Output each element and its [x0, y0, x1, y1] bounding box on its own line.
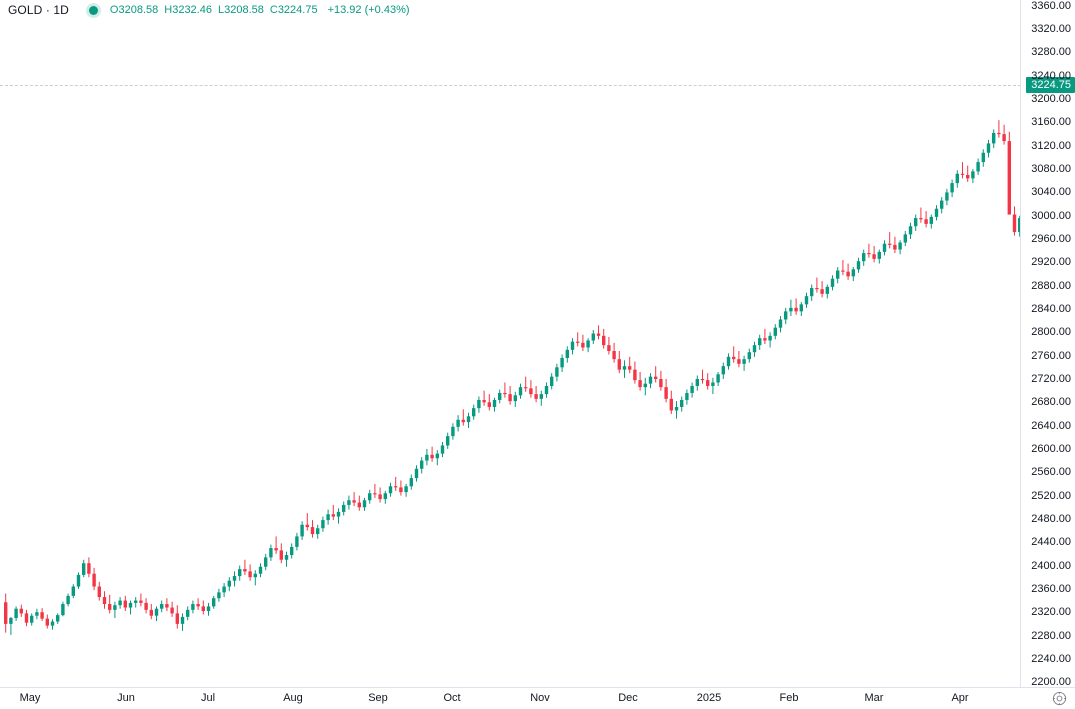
price-tick: 3240.00	[1031, 69, 1071, 82]
price-tick: 3280.00	[1031, 46, 1071, 59]
price-tick: 3200.00	[1031, 93, 1071, 106]
price-tick: 3360.00	[1031, 0, 1071, 12]
ohlc-values: O3208.58 H3232.46 L3208.58 C3224.75 +13.…	[110, 4, 410, 16]
chart-plot-area[interactable]	[0, 0, 1021, 688]
price-tick: 2680.00	[1031, 396, 1071, 409]
ohlc-open: O3208.58	[110, 4, 158, 16]
time-tick: Dec	[618, 692, 638, 704]
price-tick: 3080.00	[1031, 163, 1071, 176]
price-tick: 3120.00	[1031, 139, 1071, 152]
price-tick: 3160.00	[1031, 116, 1071, 129]
ohlc-high: H3232.46	[164, 4, 212, 16]
time-tick: Mar	[864, 692, 884, 704]
price-tick: 2600.00	[1031, 442, 1071, 455]
time-tick: Jun	[117, 692, 135, 704]
price-tick: 2480.00	[1031, 512, 1071, 525]
ohlc-open-label: O	[109, 4, 119, 16]
price-tick: 2960.00	[1031, 233, 1071, 246]
live-dot-icon	[88, 5, 98, 15]
time-tick: 2025	[696, 692, 722, 704]
time-tick: Nov	[530, 692, 550, 704]
ohlc-close: C3224.75	[270, 4, 318, 16]
price-tick: 2840.00	[1031, 303, 1071, 316]
price-tick: 2560.00	[1031, 466, 1071, 479]
price-tick: 2920.00	[1031, 256, 1071, 269]
price-tick: 2200.00	[1031, 676, 1071, 688]
time-tick: Jul	[200, 692, 216, 704]
price-tick: 2640.00	[1031, 419, 1071, 432]
ohlc-low: L3208.58	[218, 4, 264, 16]
ohlc-change: +13.92 (+0.43%)	[327, 4, 410, 16]
ohlc-close-value: 3224.75	[277, 4, 318, 16]
time-tick: May	[19, 692, 41, 704]
ohlc-close-label: C	[269, 4, 278, 16]
chart-legend[interactable]: GOLD · 1D O3208.58 H3232.46 L3208.58 C32…	[8, 2, 410, 18]
price-tick: 2360.00	[1031, 582, 1071, 595]
price-tick: 2400.00	[1031, 559, 1071, 572]
candlestick-series	[4, 120, 1021, 635]
price-axis[interactable]: 3224.75 3360.00 3320.00 3280.00 3240.00 3200…	[1020, 0, 1075, 688]
ohlc-low-label: L	[217, 4, 225, 16]
time-tick: Sep	[368, 692, 388, 704]
time-tick: Apr	[951, 692, 969, 704]
time-tick: Aug	[283, 692, 303, 704]
current-price-badge: 3224.75	[1026, 76, 1075, 93]
price-tick: 2800.00	[1031, 326, 1071, 339]
ohlc-low-value: 3208.58	[224, 4, 264, 16]
ohlc-open-value: 3208.58	[118, 4, 159, 16]
price-tick: 2760.00	[1031, 349, 1071, 362]
ohlc-high-label: H	[164, 4, 173, 16]
price-tick: 2240.00	[1031, 652, 1071, 665]
price-tick: 3000.00	[1031, 209, 1071, 222]
price-tick: 2720.00	[1031, 372, 1071, 385]
price-tick: 2280.00	[1031, 629, 1071, 642]
price-tick: 2520.00	[1031, 489, 1071, 502]
ohlc-high-value: 3232.46	[172, 4, 212, 16]
time-tick: Feb	[779, 692, 799, 704]
price-tick: 2440.00	[1031, 536, 1071, 549]
price-tick: 2880.00	[1031, 279, 1071, 292]
current-price-line	[0, 84, 1021, 86]
symbol-title[interactable]: GOLD · 1D	[8, 3, 69, 17]
crosshair-target-icon[interactable]	[1052, 691, 1067, 706]
time-axis[interactable]: May Jun Jul Aug Sep Oct Nov Dec 2025 Feb Mar Apr	[0, 687, 1075, 709]
time-tick: Oct	[443, 692, 461, 704]
price-tick: 3040.00	[1031, 186, 1071, 199]
price-tick: 2320.00	[1031, 606, 1071, 619]
price-tick: 3320.00	[1031, 23, 1071, 36]
